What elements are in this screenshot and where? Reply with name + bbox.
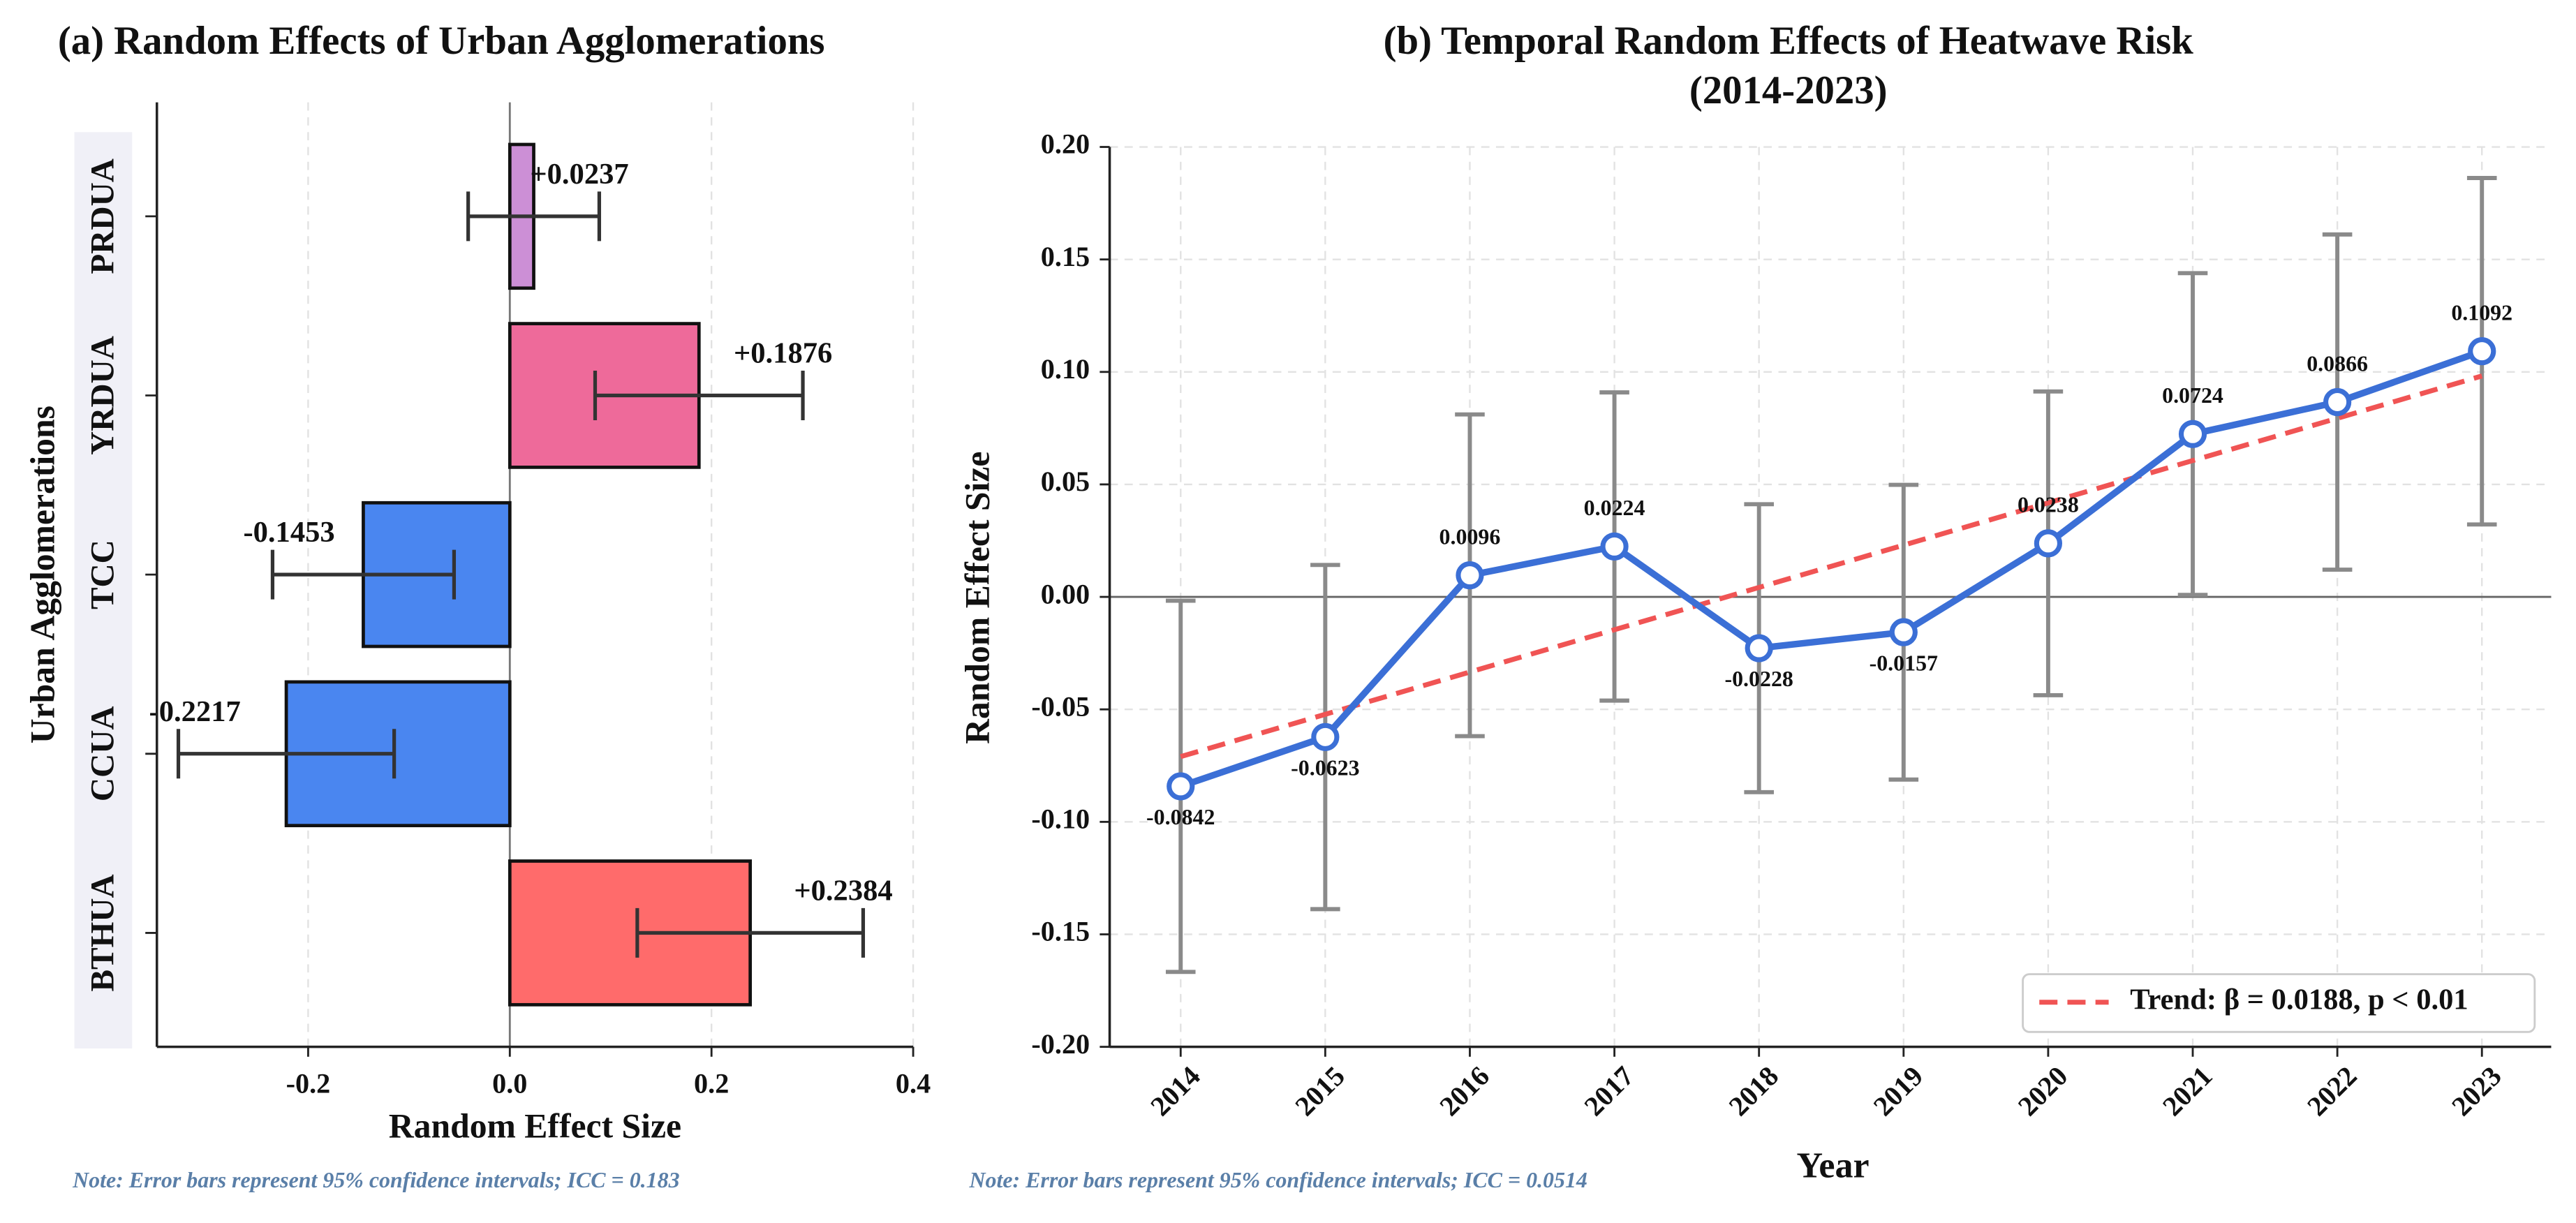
- y-tick-label: CCUA: [84, 706, 121, 801]
- data-line: [1179, 348, 2483, 790]
- legend-label: Trend: β = 0.0188, p < 0.01: [2130, 984, 2468, 1016]
- error-bar: [593, 371, 805, 420]
- chart-title: (b) Temporal Random Effects of Heatwave …: [1384, 19, 2194, 63]
- value-label: -0.0623: [1291, 755, 1359, 780]
- data-point: [1456, 561, 1484, 590]
- data-point: [1600, 532, 1629, 561]
- y-tick-label: -0.15: [1031, 916, 1090, 947]
- error-bar: [466, 191, 602, 242]
- y-tick-label: TCC: [84, 540, 121, 609]
- value-label: +0.0237: [530, 158, 628, 191]
- x-tick-label: 2018: [1723, 1060, 1785, 1122]
- x-tick-label: 2020: [2012, 1060, 2074, 1122]
- data-point: [1745, 634, 1773, 662]
- x-tick-label: 0.2: [694, 1068, 729, 1099]
- y-tick-label: YRDUA: [84, 336, 121, 455]
- x-tick-label: 0.0: [492, 1068, 527, 1099]
- value-label: -0.0842: [1146, 805, 1215, 829]
- value-label: 0.0224: [1584, 496, 1645, 520]
- value-label: -0.0157: [1870, 651, 1938, 675]
- data-point: [2323, 387, 2352, 417]
- y-tick-label: 0.00: [1041, 578, 1090, 609]
- value-label: +0.2384: [794, 874, 892, 907]
- y-tick-label: 0.10: [1041, 353, 1090, 385]
- y-tick-label: -0.05: [1031, 690, 1090, 722]
- y-tick-label: 0.15: [1041, 241, 1090, 272]
- x-tick-label: -0.2: [286, 1068, 331, 1099]
- chart-title: (2014-2023): [1689, 68, 1888, 112]
- x-tick-label: 2023: [2445, 1060, 2508, 1122]
- value-label: 0.0866: [2307, 351, 2368, 376]
- x-tick-label: 2021: [2156, 1060, 2219, 1122]
- data-point: [2034, 529, 2063, 558]
- value-label: 0.0724: [2162, 383, 2223, 408]
- y-tick-label: -0.20: [1031, 1028, 1090, 1060]
- value-label: -0.1453: [243, 516, 334, 549]
- legend-box: [2022, 973, 2536, 1033]
- y-axis-label: Random Effect Size: [958, 452, 996, 744]
- data-point: [1167, 772, 1195, 801]
- error-bar: [635, 907, 866, 958]
- x-tick-label: 2019: [1867, 1060, 1930, 1122]
- y-tick-label: -0.10: [1031, 803, 1090, 835]
- note: Note: Error bars represent 95% confidenc…: [968, 1168, 1587, 1192]
- y-axis-label: Urban Agglomerations: [24, 406, 62, 743]
- data-point: [1311, 722, 1340, 751]
- x-tick-label: 2017: [1578, 1060, 1640, 1122]
- x-tick-label: 2014: [1144, 1060, 1206, 1122]
- data-point: [2178, 420, 2207, 448]
- error-bar: [270, 549, 457, 600]
- data-point: [2468, 337, 2496, 366]
- x-axis-label: Random Effect Size: [389, 1106, 681, 1145]
- error-bar: [176, 729, 397, 779]
- y-tick-label: 0.05: [1041, 466, 1090, 497]
- y-tick-label: 0.20: [1041, 128, 1090, 160]
- trend-line: [1180, 373, 2483, 759]
- value-label: -0.2217: [149, 695, 241, 728]
- value-label: 0.0238: [2018, 493, 2079, 517]
- x-tick-label: 2022: [2301, 1060, 2363, 1122]
- note: Note: Error bars represent 95% confidenc…: [72, 1168, 679, 1192]
- y-tick-label: PRDUA: [84, 158, 121, 274]
- value-label: 0.1092: [2451, 300, 2512, 325]
- x-tick-label: 0.4: [896, 1068, 931, 1099]
- label-band: [74, 132, 133, 1048]
- value-label: -0.0228: [1724, 667, 1793, 691]
- x-tick-label: 2016: [1433, 1060, 1495, 1122]
- data-point: [1889, 618, 1918, 646]
- x-tick-label: 2015: [1289, 1060, 1351, 1122]
- value-label: +0.1876: [734, 336, 832, 369]
- value-label: 0.0096: [1439, 524, 1501, 549]
- chart-title: (a) Random Effects of Urban Agglomeratio…: [58, 19, 825, 63]
- y-tick-label: BTHUA: [84, 874, 121, 991]
- x-axis-label: Year: [1797, 1146, 1870, 1186]
